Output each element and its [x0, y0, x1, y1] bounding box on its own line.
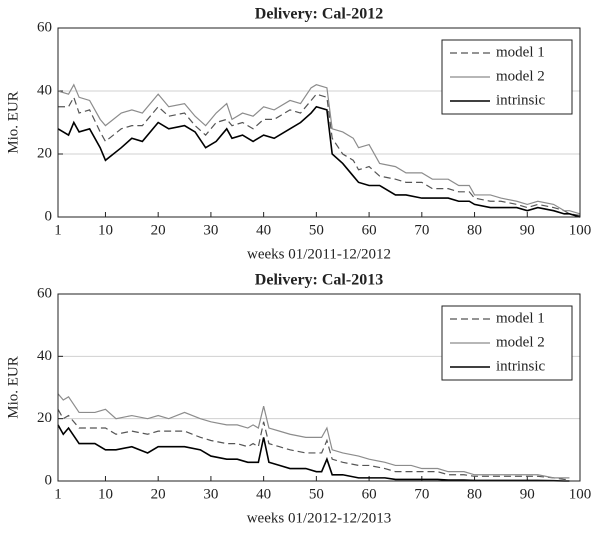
legend-label: model 2 — [496, 334, 545, 350]
x-tick-label: 50 — [309, 486, 324, 502]
y-tick-label: 40 — [37, 348, 52, 364]
y-axis-label: Mio. EUR — [5, 91, 21, 154]
x-tick-label: 80 — [467, 222, 482, 238]
x-tick-label: 80 — [467, 486, 482, 502]
x-tick-label: 40 — [256, 222, 271, 238]
x-tick-label: 60 — [362, 222, 377, 238]
chart-title: Delivery: Cal-2012 — [255, 6, 383, 23]
x-axis-label: weeks 01/2012-12/2013 — [247, 510, 392, 526]
legend-label: intrinsic — [496, 358, 546, 374]
x-tick-label: 100 — [569, 486, 592, 502]
series-line — [57, 393, 570, 479]
axes-box — [57, 27, 581, 218]
y-tick-label: 20 — [37, 410, 52, 426]
series-line — [57, 105, 581, 218]
chart-title: Delivery: Cal-2013 — [255, 272, 383, 289]
series-line — [57, 83, 581, 215]
legend-label: model 1 — [496, 44, 545, 60]
series-line — [57, 409, 570, 481]
x-tick-label: 100 — [569, 222, 592, 238]
y-tick-label: 60 — [37, 19, 52, 35]
series-line — [58, 93, 581, 217]
x-tick-label: 90 — [520, 486, 535, 502]
x-tick-label: 10 — [98, 486, 113, 502]
x-tick-label: 70 — [414, 222, 429, 238]
x-tick-label: 1 — [54, 222, 62, 238]
y-tick-label: 60 — [37, 285, 52, 301]
x-tick-label: 1 — [54, 486, 62, 502]
y-tick-label: 0 — [45, 208, 53, 224]
x-tick-label: 90 — [520, 222, 535, 238]
x-tick-label: 20 — [151, 486, 166, 502]
x-tick-label: 30 — [203, 486, 218, 502]
x-tick-label: 30 — [203, 222, 218, 238]
x-tick-label: 40 — [256, 486, 271, 502]
x-tick-label: 50 — [309, 222, 324, 238]
legend-label: model 2 — [496, 68, 545, 84]
x-tick-label: 10 — [98, 222, 113, 238]
y-tick-label: 40 — [37, 82, 52, 98]
legend-label: intrinsic — [496, 92, 546, 108]
x-axis-label: weeks 01/2011-12/2012 — [247, 246, 391, 262]
y-tick-label: 20 — [37, 145, 52, 161]
y-axis-label: Mio. EUR — [5, 356, 21, 419]
legend-label: model 1 — [496, 310, 545, 326]
x-tick-label: 20 — [151, 222, 166, 238]
axes-box — [57, 293, 581, 482]
series-line — [57, 424, 570, 482]
x-tick-label: 60 — [362, 486, 377, 502]
y-tick-label: 0 — [45, 472, 53, 488]
x-tick-label: 70 — [414, 486, 429, 502]
